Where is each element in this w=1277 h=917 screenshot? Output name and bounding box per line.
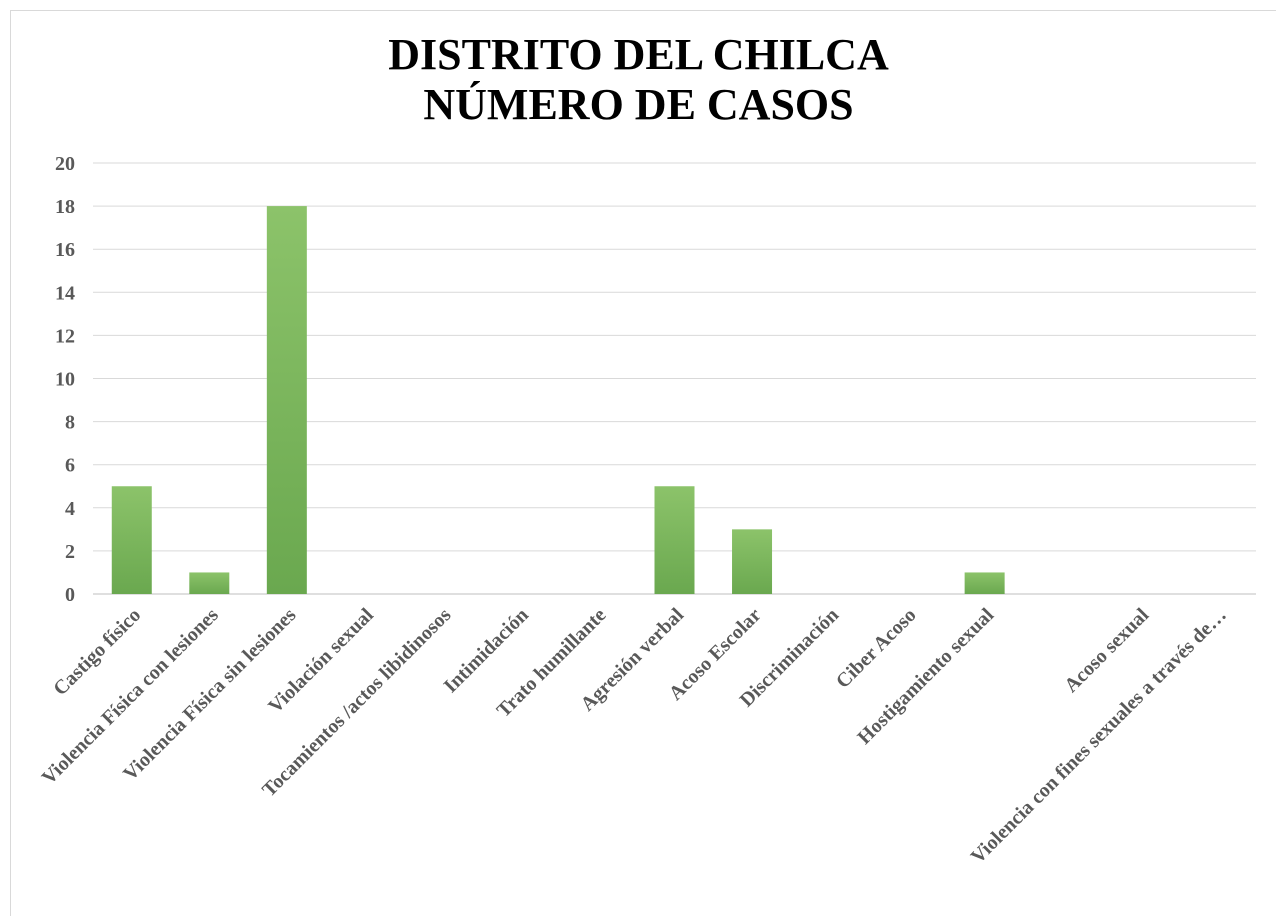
- bar: [189, 572, 230, 594]
- y-tick-label: 10: [55, 369, 75, 391]
- y-tick-label: 6: [65, 455, 75, 477]
- x-category-label: Hostigamiento sexual: [853, 604, 998, 749]
- y-tick-label: 12: [55, 325, 75, 347]
- y-tick-label: 8: [65, 412, 75, 434]
- chart-title-line-2: NÚMERO DE CASOS: [423, 80, 854, 129]
- y-tick-label: 20: [55, 153, 75, 175]
- chart-title: DISTRITO DEL CHILCA NÚMERO DE CASOS: [0, 30, 1277, 130]
- bar: [732, 529, 773, 594]
- chart-frame: [10, 10, 1276, 916]
- y-tick-label: 16: [55, 239, 75, 261]
- bars: [111, 206, 1005, 594]
- y-axis-tick-labels: 0 2 4 6 8 10 12 14 16 18 20: [55, 153, 75, 606]
- chart-title-line-1: DISTRITO DEL CHILCA: [388, 30, 889, 79]
- bar: [266, 206, 307, 594]
- y-tick-label: 0: [65, 584, 75, 606]
- y-tick-label: 18: [55, 196, 75, 218]
- bar: [111, 486, 152, 594]
- y-tick-label: 4: [65, 498, 75, 520]
- y-tick-label: 14: [55, 282, 75, 304]
- y-tick-label: 2: [65, 541, 75, 563]
- bar: [964, 572, 1005, 594]
- bar: [654, 486, 695, 594]
